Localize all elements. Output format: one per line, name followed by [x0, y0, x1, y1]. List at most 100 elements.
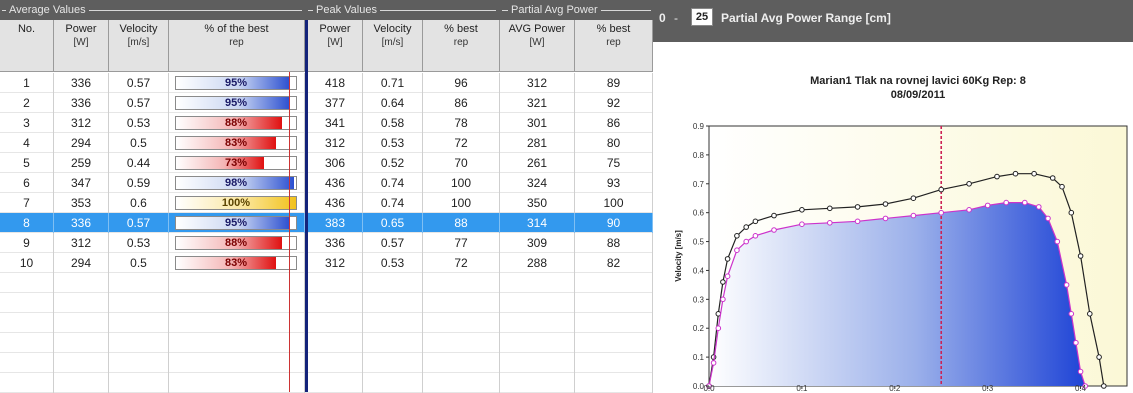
column-group-bar: Average Values Peak Values Partial Avg P… [0, 0, 653, 20]
cell-peak-best: 72 [423, 253, 500, 273]
cell-pct-best: 95% [169, 213, 305, 233]
avg-velocity-line-point [966, 207, 972, 213]
cell-peak-best: 100 [423, 173, 500, 193]
avg-velocity-line-point [1036, 204, 1042, 210]
cell-avg-best: 92 [575, 93, 653, 113]
header-power[interactable]: Power [W] [54, 20, 109, 72]
results-table: Average Values Peak Values Partial Avg P… [0, 0, 653, 393]
range-input[interactable] [691, 8, 713, 26]
x-tick-label: 0.1 [796, 384, 808, 392]
cell-peak-velocity: 0.74 [363, 173, 423, 193]
cell-peak-best [423, 373, 500, 393]
chart-panel: 0 - Partial Avg Power Range [cm] Marian1… [653, 0, 1133, 392]
x-tick-label: 0.3 [982, 384, 994, 392]
cell-peak-velocity: 0.53 [363, 133, 423, 153]
cell-pct-best: 88% [169, 113, 305, 133]
table-row-empty [0, 313, 653, 333]
avg-velocity-line-point [882, 215, 889, 222]
header-peak-best[interactable]: % best rep [423, 20, 500, 72]
cell-avg-best [575, 293, 653, 313]
peak-velocity-line-point [724, 256, 731, 262]
table-row[interactable]: 9 312 0.53 88% 336 0.57 77 309 88 [0, 233, 653, 253]
header-no[interactable]: No. [0, 20, 54, 72]
y-tick-label: 0.1 [693, 353, 705, 362]
header-velocity[interactable]: Velocity [m/s] [109, 20, 169, 72]
cell-power: 312 [54, 113, 109, 133]
cell-avg-power: 301 [500, 113, 575, 133]
cell-peak-best: 100 [423, 193, 500, 213]
cell-avg-power: 312 [500, 73, 575, 93]
table-row[interactable]: 7 353 0.6 100% 436 0.74 100 350 100 [0, 193, 653, 213]
cell-peak-power: 306 [308, 153, 363, 173]
cell-no [0, 273, 54, 293]
cell-pct-best: 95% [169, 73, 305, 93]
pct-label: 95% [224, 77, 248, 89]
cell-no: 3 [0, 113, 54, 133]
cell-peak-best: 88 [423, 213, 500, 233]
cell-power: 336 [54, 93, 109, 113]
pct-progress-fill [176, 197, 296, 209]
avg-velocity-line-point [710, 360, 717, 366]
y-tick-label: 0.4 [693, 266, 705, 275]
chart-title: Marian1 Tlak na rovnej lavici 60Kg Rep: … [810, 75, 1026, 87]
cell-power: 336 [54, 213, 109, 233]
table-row[interactable]: 8 336 0.57 95% 383 0.65 88 314 90 [0, 213, 653, 233]
cell-peak-power [308, 333, 363, 353]
cell-power: 312 [54, 233, 109, 253]
cell-no [0, 333, 54, 353]
cell-avg-power: 314 [500, 213, 575, 233]
pct-progress-fill [176, 217, 290, 229]
cell-avg-power: 350 [500, 193, 575, 213]
cell-pct-best [169, 333, 305, 353]
pct-label: 83% [224, 137, 248, 149]
header-avg-best[interactable]: % best rep [575, 20, 653, 72]
cell-power [54, 333, 109, 353]
peak-velocity-line-point [882, 201, 889, 207]
cell-avg-best: 89 [575, 73, 653, 93]
table-row[interactable]: 2 336 0.57 95% 377 0.64 86 321 92 [0, 93, 653, 113]
table-row[interactable]: 5 259 0.44 73% 306 0.52 70 261 75 [0, 153, 653, 173]
cell-peak-best [423, 353, 500, 373]
cell-avg-power [500, 373, 575, 393]
cell-velocity: 0.57 [109, 73, 169, 93]
cell-avg-power: 261 [500, 153, 575, 173]
peak-velocity-line-point [734, 233, 740, 239]
table-row[interactable]: 4 294 0.5 83% 312 0.53 72 281 80 [0, 133, 653, 153]
peak-velocity-line-point [827, 205, 833, 212]
cell-avg-power: 321 [500, 93, 575, 113]
peak-velocity-line-point [799, 207, 805, 213]
cell-avg-power: 281 [500, 133, 575, 153]
table-row-empty [0, 373, 653, 393]
peak-velocity-line-point [910, 195, 917, 201]
header-peak-velocity[interactable]: Velocity [m/s] [363, 20, 423, 72]
y-tick-label: 0.5 [693, 238, 705, 247]
cell-avg-best [575, 273, 653, 293]
header-peak-power[interactable]: Power [W] [308, 20, 363, 72]
cell-pct-best: 88% [169, 233, 305, 253]
header-pct-best[interactable]: % of the best rep [169, 20, 305, 72]
cell-pct-best: 100% [169, 193, 305, 213]
y-tick-label: 0.9 [693, 122, 705, 131]
cell-no: 8 [0, 213, 54, 233]
cell-avg-best [575, 353, 653, 373]
cell-peak-best: 70 [423, 153, 500, 173]
cell-velocity: 0.53 [109, 233, 169, 253]
cell-velocity: 0.5 [109, 133, 169, 153]
cell-pct-best [169, 313, 305, 333]
cell-no: 6 [0, 173, 54, 193]
cell-peak-best: 86 [423, 93, 500, 113]
cell-velocity [109, 273, 169, 293]
header-avg-power[interactable]: AVG Power [W] [500, 20, 575, 72]
table-row[interactable]: 1 336 0.57 95% 418 0.71 96 312 89 [0, 73, 653, 93]
cell-peak-best [423, 333, 500, 353]
table-row[interactable]: 6 347 0.59 98% 436 0.74 100 324 93 [0, 173, 653, 193]
table-row[interactable]: 10 294 0.5 83% 312 0.53 72 288 82 [0, 253, 653, 273]
peak-velocity-line-point [771, 212, 777, 219]
cell-peak-power [308, 313, 363, 333]
pct-progress-bar: 95% [175, 76, 297, 90]
table-row[interactable]: 3 312 0.53 88% 341 0.58 78 301 86 [0, 113, 653, 133]
avg-velocity-area [709, 202, 1086, 386]
pct-label: 100% [221, 197, 251, 209]
peak-velocity-line-point [1096, 354, 1102, 360]
cell-peak-power [308, 293, 363, 313]
